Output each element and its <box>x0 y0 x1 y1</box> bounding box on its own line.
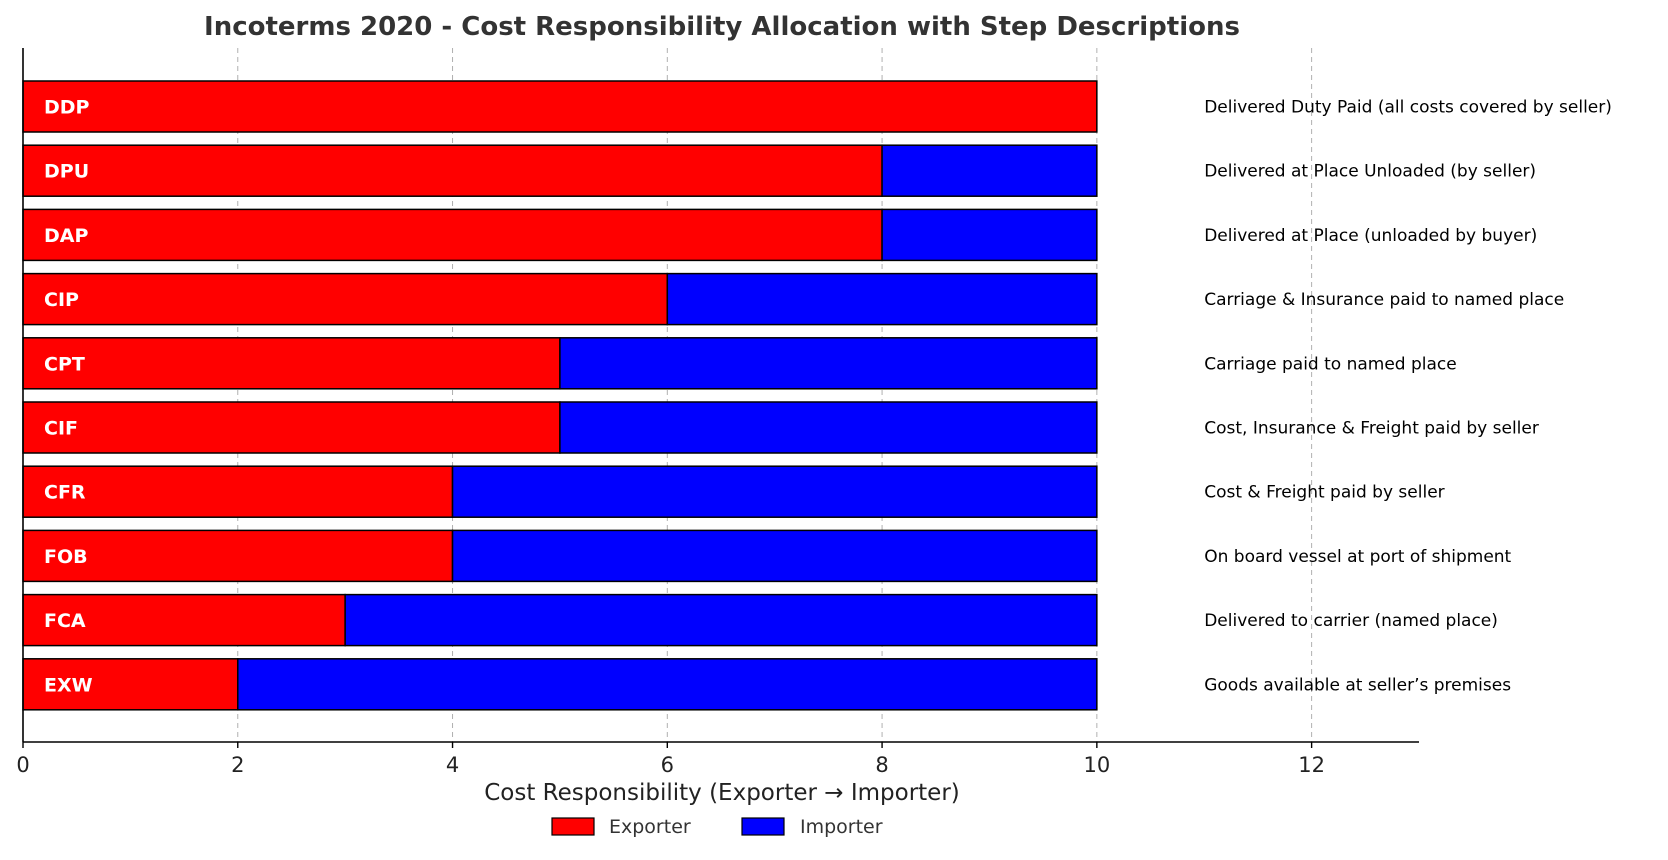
description-fob: On board vessel at port of shipment <box>1204 547 1511 567</box>
bar-cpt-importer <box>559 337 1098 390</box>
bar-label-cif: CIF <box>44 418 78 440</box>
description-ddp: Delivered Duty Paid (all costs covered b… <box>1204 98 1612 118</box>
bar-cfr-importer <box>451 465 1098 518</box>
legend-label-importer: Importer <box>800 816 883 838</box>
descriptions-layer: Delivered Duty Paid (all costs covered b… <box>1204 98 1612 696</box>
bar-cif-exporter <box>22 401 561 454</box>
legend-swatch-importer <box>741 817 785 836</box>
description-cip: Carriage & Insurance paid to named place <box>1204 290 1564 310</box>
bar-cif-importer <box>559 401 1098 454</box>
bar-fca-importer <box>344 593 1098 647</box>
bar-exw-importer <box>237 658 1098 711</box>
x-tick-label-2: 2 <box>231 753 244 777</box>
bar-label-dpu: DPU <box>44 161 89 183</box>
bar-fca-exporter <box>22 593 346 647</box>
bar-label-cfr: CFR <box>44 482 86 504</box>
bar-dpu-importer <box>881 144 1098 197</box>
bar-dap-importer <box>881 208 1098 262</box>
description-dpu: Delivered at Place Unloaded (by seller) <box>1204 162 1536 182</box>
x-tick-label-10: 10 <box>1083 753 1110 777</box>
axes-layer <box>22 48 1419 743</box>
description-exw: Goods available at seller’s premises <box>1204 675 1511 695</box>
description-dap: Delivered at Place (unloaded by buyer) <box>1204 226 1537 246</box>
bar-label-fob: FOB <box>44 546 88 568</box>
bar-label-cpt: CPT <box>44 353 85 375</box>
bar-cip-exporter <box>22 272 669 326</box>
bar-label-fca: FCA <box>44 610 86 632</box>
description-cpt: Carriage paid to named place <box>1204 354 1457 374</box>
bar-labels-layer: DDP DPU DAP CIP CPT CIF CFR FOB FCA EXW <box>44 97 93 697</box>
x-tick-label-6: 6 <box>661 753 674 777</box>
x-tick-label-4: 4 <box>446 753 459 777</box>
bar-label-dap: DAP <box>44 225 88 247</box>
bar-cfr-exporter <box>22 465 454 518</box>
legend-swatch-exporter <box>551 817 595 836</box>
bar-exw-exporter <box>22 658 239 711</box>
bar-ddp-exporter <box>22 80 1098 133</box>
x-axis-label: Cost Responsibility (Exporter → Importer… <box>484 780 960 806</box>
description-fca: Delivered to carrier (named place) <box>1204 611 1498 631</box>
bar-cip-importer <box>666 272 1098 326</box>
bar-dpu-exporter <box>22 144 883 197</box>
bar-cpt-exporter <box>22 337 561 390</box>
description-cif: Cost, Insurance & Freight paid by seller <box>1204 419 1539 439</box>
description-cfr: Cost & Freight paid by seller <box>1204 483 1444 503</box>
bar-fob-exporter <box>22 529 454 583</box>
bars-layer <box>22 80 1098 711</box>
legend: Exporter Importer <box>551 816 883 838</box>
x-tick-label-8: 8 <box>875 753 888 777</box>
x-tick-label-0: 0 <box>16 753 29 777</box>
bar-label-ddp: DDP <box>44 97 90 119</box>
chart-title: Incoterms 2020 - Cost Responsibility All… <box>204 12 1240 42</box>
x-tick-label-12: 12 <box>1298 753 1325 777</box>
bar-fob-importer <box>451 529 1098 583</box>
bar-dap-exporter <box>22 208 883 262</box>
bar-label-exw: EXW <box>44 674 93 696</box>
x-ticks-layer: 0 2 4 6 8 10 12 <box>16 742 1325 777</box>
legend-label-exporter: Exporter <box>609 816 691 838</box>
bar-label-cip: CIP <box>44 289 79 311</box>
